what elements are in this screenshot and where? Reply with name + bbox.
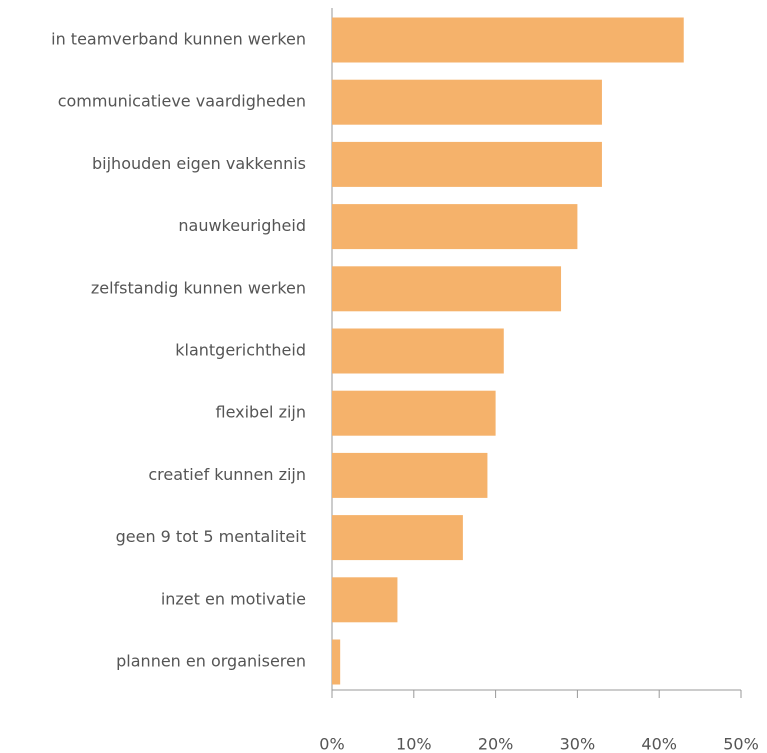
x-tick-label: 30% (560, 735, 596, 753)
bar (332, 515, 463, 561)
y-tick-label: flexibel zijn (215, 403, 306, 422)
bar (332, 17, 684, 63)
y-tick-label: inzet en motivatie (161, 589, 306, 608)
bar (332, 79, 602, 125)
bar (332, 390, 496, 436)
bar (332, 328, 504, 374)
y-tick-label: nauwkeurigheid (178, 216, 306, 235)
x-tick-label: 10% (396, 735, 432, 753)
y-tick-label: bijhouden eigen vakkennis (92, 154, 306, 173)
bar (332, 577, 398, 623)
y-tick-label: zelfstandig kunnen werken (91, 278, 306, 297)
x-tick-label: 0% (319, 735, 344, 753)
bar (332, 141, 602, 187)
bar (332, 452, 488, 498)
x-tick-label: 40% (641, 735, 677, 753)
x-tick-label: 50% (723, 735, 759, 753)
bar (332, 639, 341, 685)
bar (332, 266, 562, 312)
bar (332, 204, 578, 250)
y-tick-label: plannen en organiseren (116, 652, 306, 671)
y-tick-label: klantgerichtheid (175, 341, 306, 360)
y-tick-label: creatief kunnen zijn (148, 465, 306, 484)
y-tick-label: geen 9 tot 5 mentaliteit (116, 527, 306, 546)
y-tick-label: in teamverband kunnen werken (51, 30, 306, 49)
x-tick-label: 20% (478, 735, 514, 753)
y-tick-label: communicatieve vaardigheden (58, 92, 306, 111)
